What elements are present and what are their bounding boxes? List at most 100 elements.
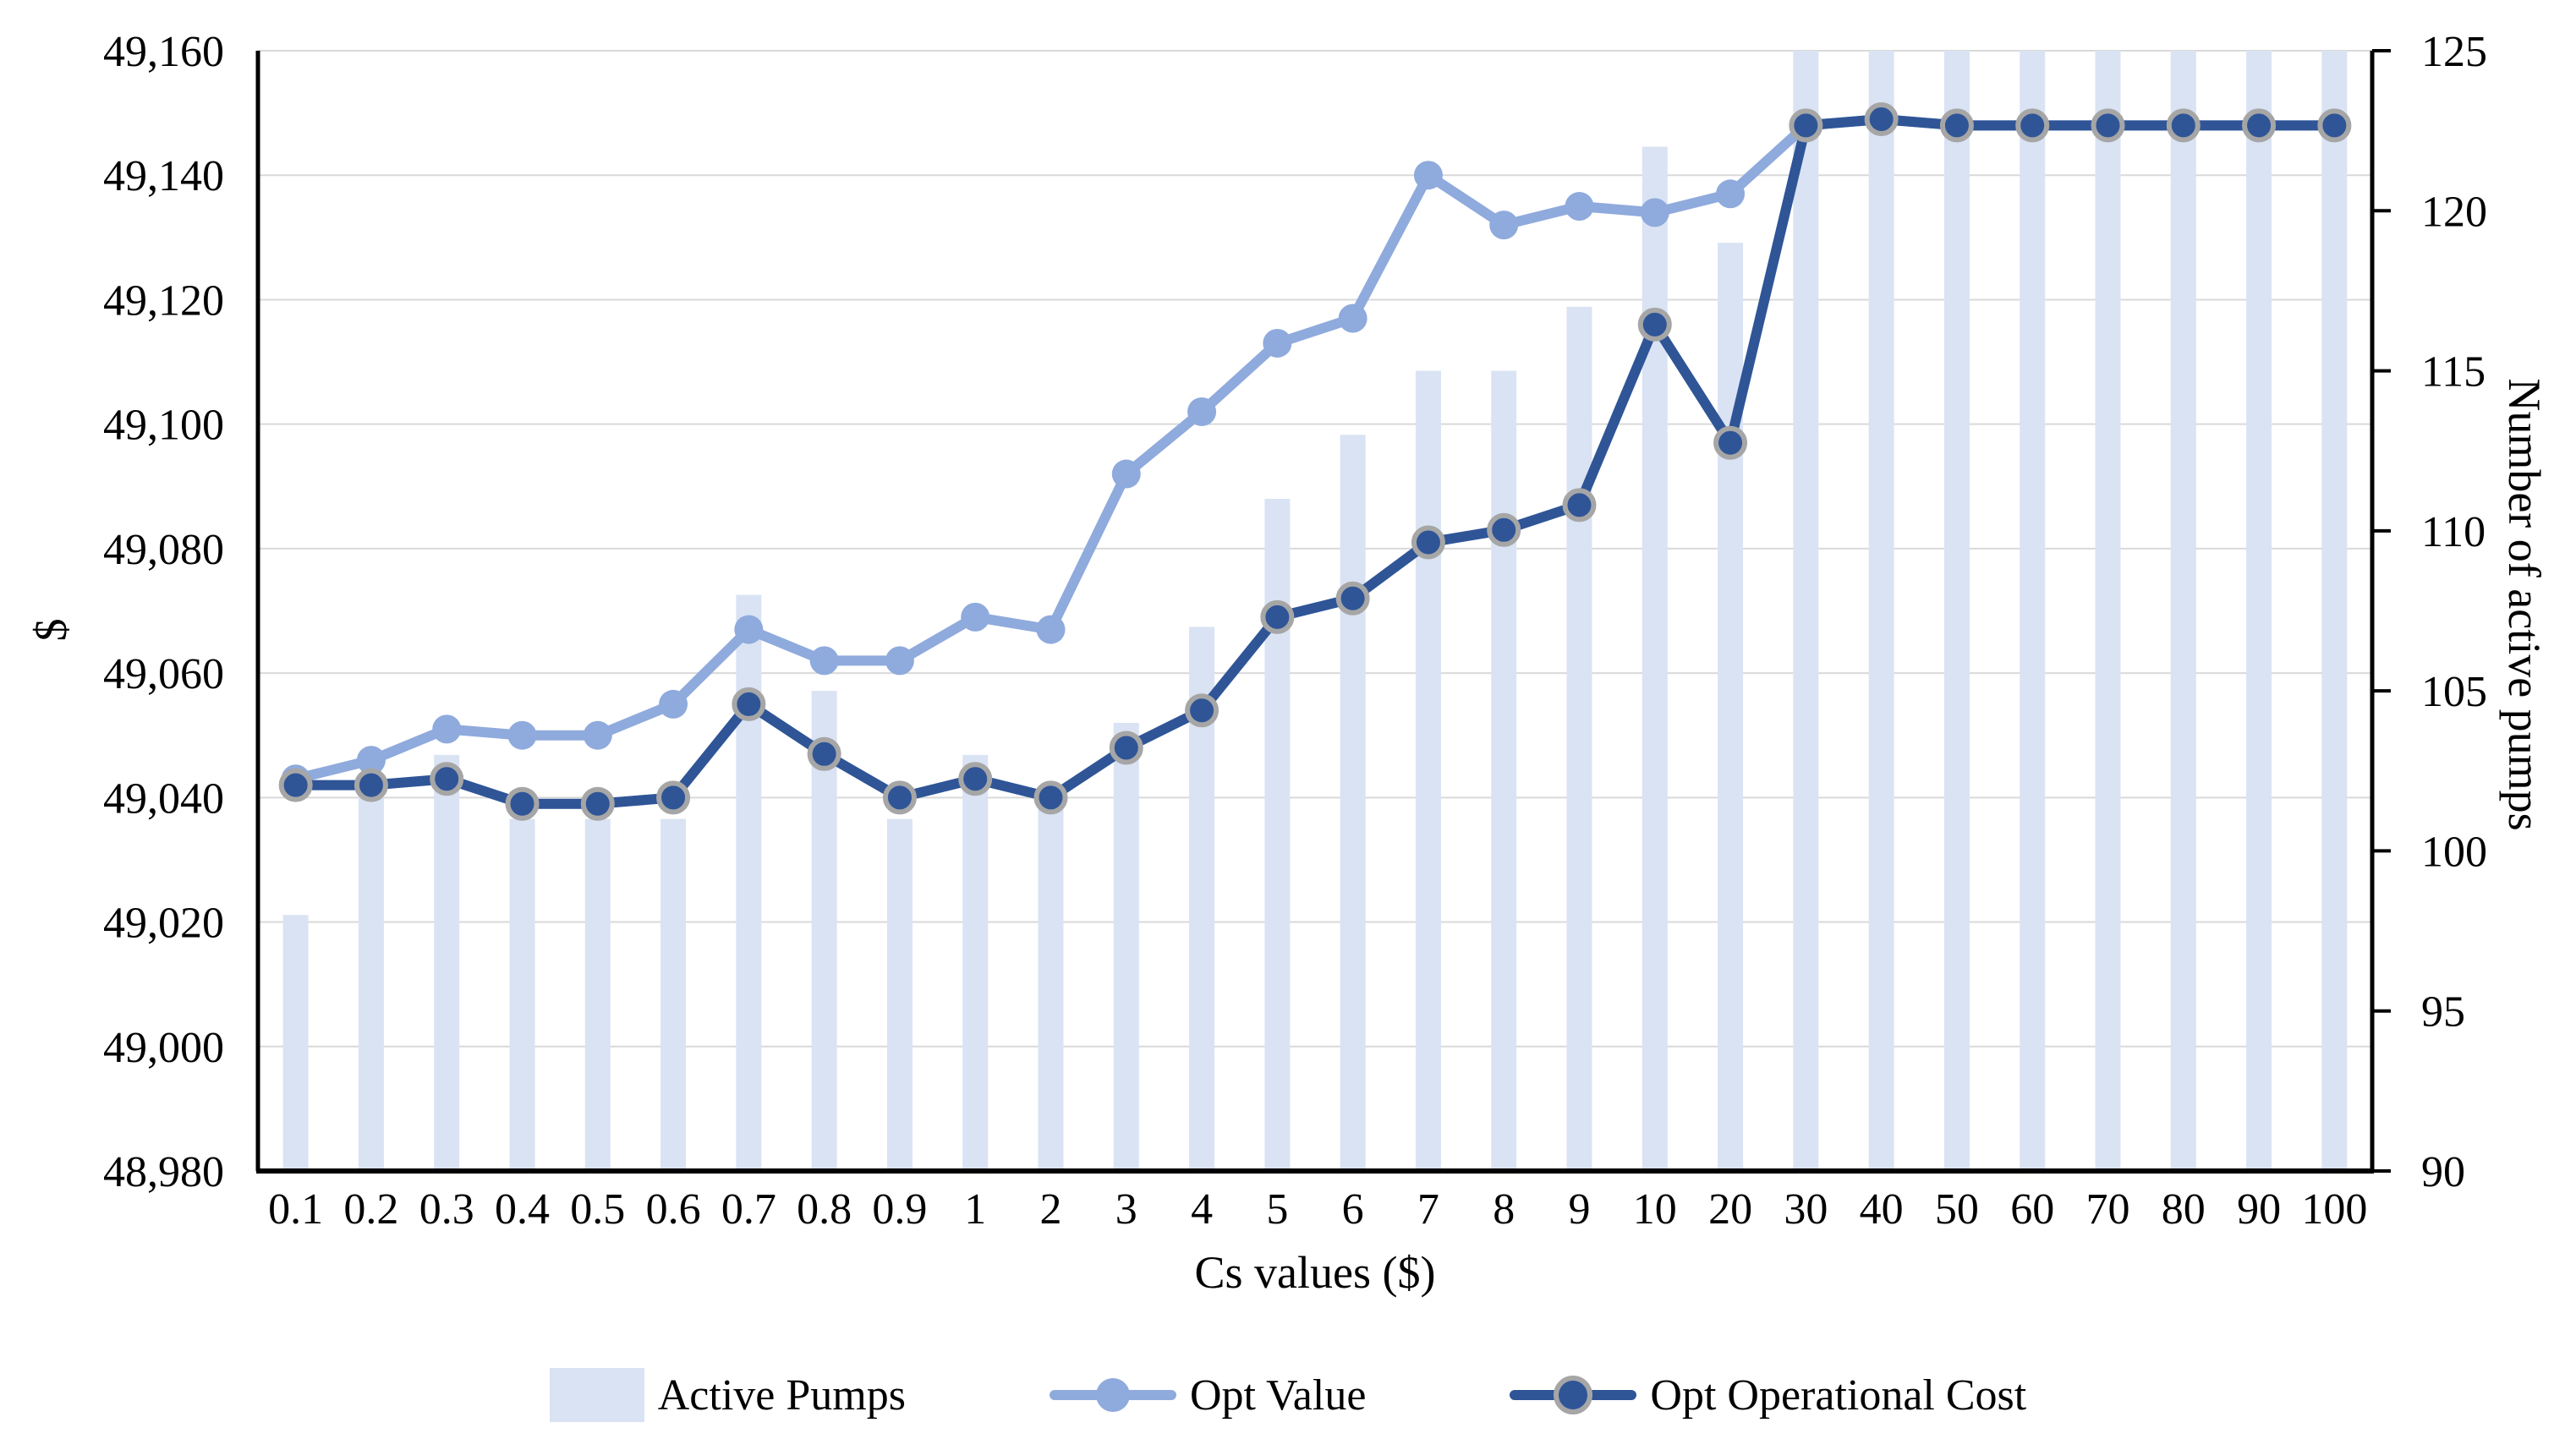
legend-label: Opt Operational Cost xyxy=(1650,1371,2027,1420)
x-axis-tick-label: 0.8 xyxy=(797,1185,852,1234)
marker-opt-operational-cost xyxy=(1864,101,1899,136)
left-axis-tick-label: 49,080 xyxy=(103,526,224,574)
x-axis-tick-label: 7 xyxy=(1417,1185,1439,1234)
marker-opt-operational-cost xyxy=(807,736,841,771)
x-axis-tick-label: 0.2 xyxy=(343,1185,398,1234)
bar-active-pumps xyxy=(434,754,460,1171)
x-axis-tick-label: 0.1 xyxy=(268,1185,323,1234)
legend-item-active-pumps: Active Pumps xyxy=(549,1368,906,1422)
marker-opt-value xyxy=(1338,304,1367,333)
x-axis-tick-label: 40 xyxy=(1860,1185,1904,1234)
line-opt-operational-cost xyxy=(290,113,2340,809)
marker-opt-value xyxy=(1640,198,1669,227)
marker-opt-operational-cost xyxy=(580,786,615,821)
marker-opt-value xyxy=(1111,459,1141,489)
legend: Active Pumps Opt Value Opt Operational C… xyxy=(0,1368,2576,1422)
marker-opt-value xyxy=(1565,192,1594,222)
x-axis-tick-label: 4 xyxy=(1191,1185,1213,1234)
marker-opt-operational-cost xyxy=(1260,599,1295,634)
legend-item-opt-value: Opt Value xyxy=(1049,1371,1367,1420)
left-axis-tick-label: 49,100 xyxy=(103,402,224,450)
marker-opt-operational-cost xyxy=(2317,108,2352,143)
x-axis-tick-label: 0.7 xyxy=(721,1185,776,1234)
x-axis-tick-label: 0.4 xyxy=(495,1185,550,1234)
bar-active-pumps xyxy=(1642,146,1668,1172)
marker-opt-operational-cost xyxy=(1939,108,1974,143)
marker-opt-operational-cost xyxy=(505,786,540,821)
marker-opt-operational-cost xyxy=(354,768,388,802)
marker-opt-operational-cost xyxy=(1487,512,1521,547)
marker-opt-operational-cost xyxy=(1411,525,1445,560)
marker-opt-operational-cost xyxy=(1335,581,1370,616)
marker-opt-operational-cost xyxy=(1637,307,1672,342)
marker-opt-value xyxy=(809,646,839,676)
x-axis-tick-label: 0.9 xyxy=(872,1185,927,1234)
line-marker-swatch-icon xyxy=(1510,1376,1637,1414)
marker-opt-value xyxy=(432,714,462,744)
bar-active-pumps xyxy=(2246,51,2272,1171)
marker-opt-operational-cost xyxy=(1562,488,1597,523)
bar-swatch-icon xyxy=(549,1368,644,1422)
bar-active-pumps xyxy=(358,786,384,1171)
x-axis-tick-label: 9 xyxy=(1569,1185,1591,1234)
right-axis-tick-label: 95 xyxy=(2421,988,2465,1037)
marker-opt-operational-cost xyxy=(2091,108,2125,143)
bar-active-pumps xyxy=(1718,243,1744,1172)
left-axis-title: $ xyxy=(25,618,76,642)
left-axis-tick-label: 49,000 xyxy=(103,1024,224,1072)
right-axis-tick-label: 120 xyxy=(2421,188,2487,236)
bar-active-pumps xyxy=(660,818,687,1171)
marker-opt-value xyxy=(1036,615,1066,644)
left-axis-tick-label: 49,040 xyxy=(103,774,224,823)
marker-opt-operational-cost xyxy=(1789,108,1823,143)
marker-opt-operational-cost xyxy=(958,762,993,796)
bar-active-pumps xyxy=(886,818,913,1171)
right-axis-tick-label: 105 xyxy=(2421,668,2487,716)
marker-opt-operational-cost xyxy=(656,780,691,815)
left-axis-tick-label: 49,140 xyxy=(103,152,224,200)
bar-active-pumps xyxy=(1793,51,1819,1171)
bar-active-pumps xyxy=(2020,51,2046,1171)
bar-active-pumps xyxy=(1943,51,1970,1171)
right-axis-tick-label: 90 xyxy=(2421,1148,2465,1196)
marker-opt-value xyxy=(583,720,612,750)
marker-opt-operational-cost xyxy=(2242,108,2277,143)
left-axis-tick-label: 49,060 xyxy=(103,650,224,698)
marker-opt-value xyxy=(356,746,386,775)
bar-active-pumps xyxy=(1491,370,1517,1172)
marker-opt-operational-cost xyxy=(1033,780,1068,815)
marker-opt-operational-cost xyxy=(1109,730,1143,765)
x-axis-tick-label: 2 xyxy=(1040,1185,1062,1234)
x-axis-tick-label: 5 xyxy=(1266,1185,1288,1234)
left-axis-tick-label: 48,980 xyxy=(103,1148,224,1196)
marker-opt-value xyxy=(885,646,914,676)
marker-opt-operational-cost xyxy=(2015,108,2050,143)
bar-active-pumps xyxy=(1264,499,1291,1171)
bar-active-pumps xyxy=(2170,51,2196,1171)
marker-opt-value xyxy=(1187,397,1217,426)
right-axis-tick-label: 110 xyxy=(2421,508,2486,556)
marker-opt-operational-cost xyxy=(430,762,464,796)
right-axis-tick-label: 125 xyxy=(2421,28,2487,76)
x-axis-tick-label: 10 xyxy=(1633,1185,1677,1234)
legend-item-opt-operational-cost: Opt Operational Cost xyxy=(1510,1371,2026,1420)
right-axis-tick-label: 100 xyxy=(2421,828,2487,876)
x-axis-tick-label: 0.3 xyxy=(419,1185,474,1234)
bar-active-pumps xyxy=(2095,51,2121,1171)
marker-opt-value xyxy=(1413,161,1443,190)
marker-opt-operational-cost xyxy=(1713,425,1748,460)
bar-active-pumps xyxy=(282,915,309,1171)
line-marker-swatch-icon xyxy=(1049,1378,1176,1412)
left-axis-tick-label: 49,020 xyxy=(103,900,224,948)
x-axis-tick-label: 3 xyxy=(1115,1185,1137,1234)
marker-opt-operational-cost xyxy=(882,780,917,815)
x-axis-tick-label: 1 xyxy=(964,1185,986,1234)
legend-label: Opt Value xyxy=(1189,1371,1367,1420)
right-axis-tick-label: 115 xyxy=(2421,348,2486,397)
bar-active-pumps xyxy=(2321,51,2348,1171)
x-axis-tick-label: 50 xyxy=(1935,1185,1979,1234)
marker-opt-value xyxy=(1489,211,1519,240)
x-axis-tick-label: 70 xyxy=(2086,1185,2130,1234)
marker-opt-value xyxy=(734,615,764,644)
